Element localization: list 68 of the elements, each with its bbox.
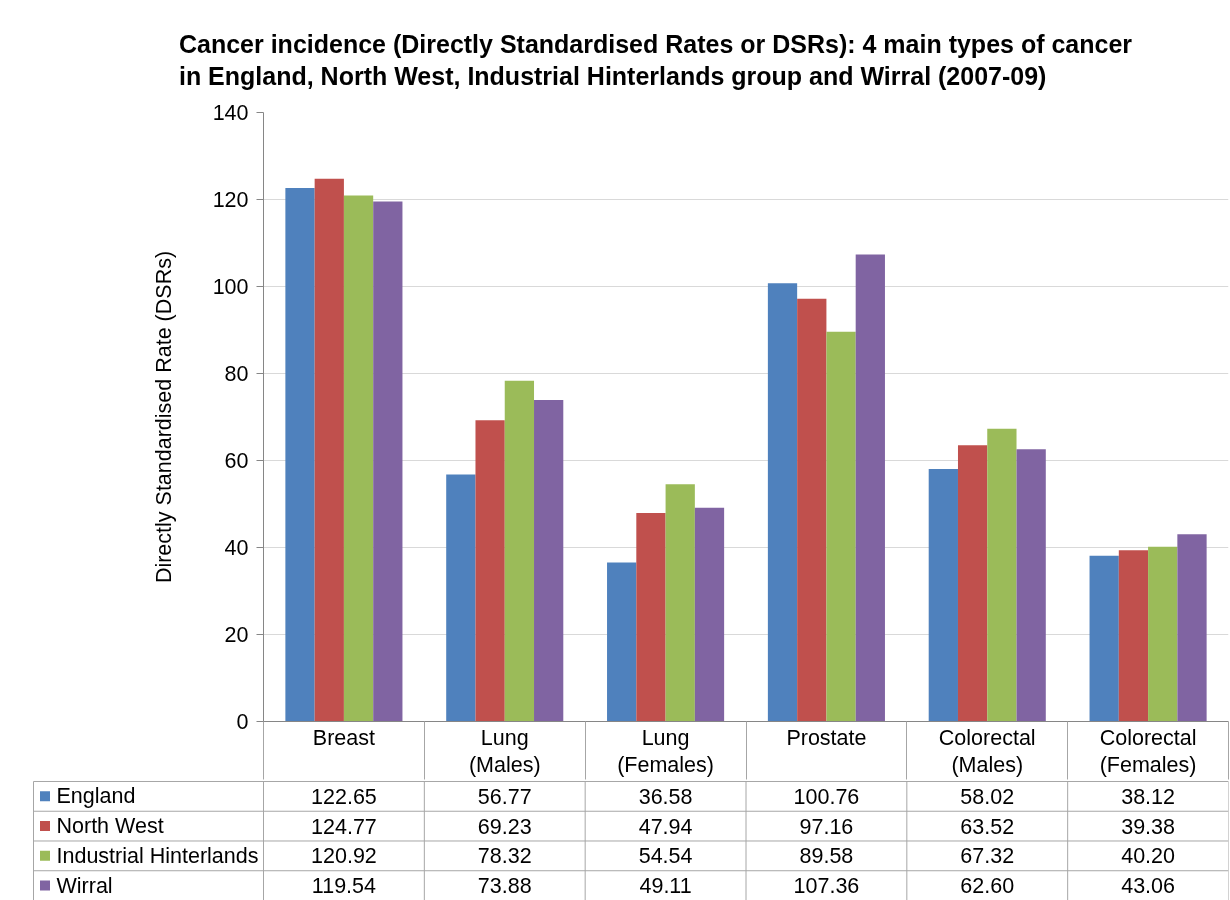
- bar: [314, 178, 344, 722]
- x-tick-label: Colorectal (Females): [1099, 725, 1197, 778]
- bar: [636, 512, 666, 722]
- bar: [1177, 534, 1207, 722]
- x-tick-label: Lung (Males): [468, 725, 541, 778]
- data-label: 40.20: [1121, 844, 1176, 869]
- data-label: 36.58: [638, 784, 693, 809]
- y-tick-label: 120: [212, 188, 249, 212]
- data-label: 124.77: [311, 814, 377, 839]
- bar: [826, 331, 856, 722]
- y-tick-label: 40: [224, 536, 249, 560]
- data-label: 38.12: [1121, 784, 1175, 809]
- bar: [1118, 550, 1149, 722]
- data-label: 43.06: [1121, 874, 1176, 899]
- data-label: 120.92: [311, 844, 377, 869]
- x-tick-label: Lung (Females): [617, 725, 714, 778]
- bar: [534, 400, 564, 722]
- data-label: 39.38: [1121, 814, 1176, 839]
- bar: [694, 507, 725, 722]
- y-tick-label: 100: [212, 275, 249, 299]
- x-tick-label: Breast: [312, 725, 376, 750]
- y-axis-title: Directly Standardised Rate (DSRs): [151, 250, 176, 584]
- data-label: 47.94: [638, 814, 693, 839]
- legend-label: Industrial Hinterlands: [56, 843, 259, 868]
- bar: [987, 428, 1017, 722]
- legend-label: Wirral: [56, 873, 113, 898]
- data-label: 78.32: [477, 844, 532, 869]
- y-tick-label: 0: [236, 710, 249, 734]
- x-tick-label: Prostate: [786, 725, 867, 750]
- y-tick-label: 80: [224, 362, 249, 386]
- data-label: 69.23: [477, 814, 532, 839]
- bar: [373, 201, 403, 722]
- bar: [855, 254, 885, 722]
- data-label: 97.16: [799, 814, 854, 839]
- bar: [767, 283, 798, 722]
- bar: [797, 298, 827, 722]
- bar: [1016, 449, 1046, 722]
- bar: [343, 195, 374, 722]
- bar: [607, 562, 637, 722]
- data-label: 122.65: [311, 784, 377, 809]
- bar: [1148, 546, 1178, 722]
- y-tick-label: 20: [224, 623, 249, 647]
- data-label: 107.36: [793, 874, 860, 899]
- bar: [475, 420, 505, 722]
- bar: [285, 187, 315, 722]
- data-label: 54.54: [638, 844, 693, 869]
- data-label: 49.11: [639, 874, 692, 899]
- legend-label: North West: [56, 814, 164, 839]
- x-tick-label: Colorectal (Males): [938, 725, 1036, 778]
- legend-label: England: [56, 784, 136, 809]
- data-label: 89.58: [799, 844, 854, 869]
- bar: [446, 474, 476, 722]
- y-tick-label: 140: [212, 101, 249, 125]
- data-label: 119.54: [311, 874, 377, 899]
- bar: [928, 469, 958, 722]
- data-label: 56.77: [477, 784, 532, 809]
- y-tick-label: 60: [224, 449, 249, 473]
- data-label: 58.02: [960, 784, 1015, 809]
- bar: [504, 380, 535, 722]
- data-label: 73.88: [477, 874, 532, 899]
- data-label: 63.52: [960, 814, 1015, 839]
- data-label: 67.32: [960, 844, 1015, 869]
- bar: [1089, 555, 1119, 722]
- bar: [957, 445, 988, 722]
- chart-title: Cancer incidence (Directly Standardised Rates or DSRs): 4 main types of cancer in England, North West, Industrial Hinterlands group and Wirral (2007-09): [178, 30, 1133, 91]
- data-label: 100.76: [793, 784, 860, 809]
- bar: [665, 484, 695, 722]
- data-label: 62.60: [960, 874, 1015, 899]
